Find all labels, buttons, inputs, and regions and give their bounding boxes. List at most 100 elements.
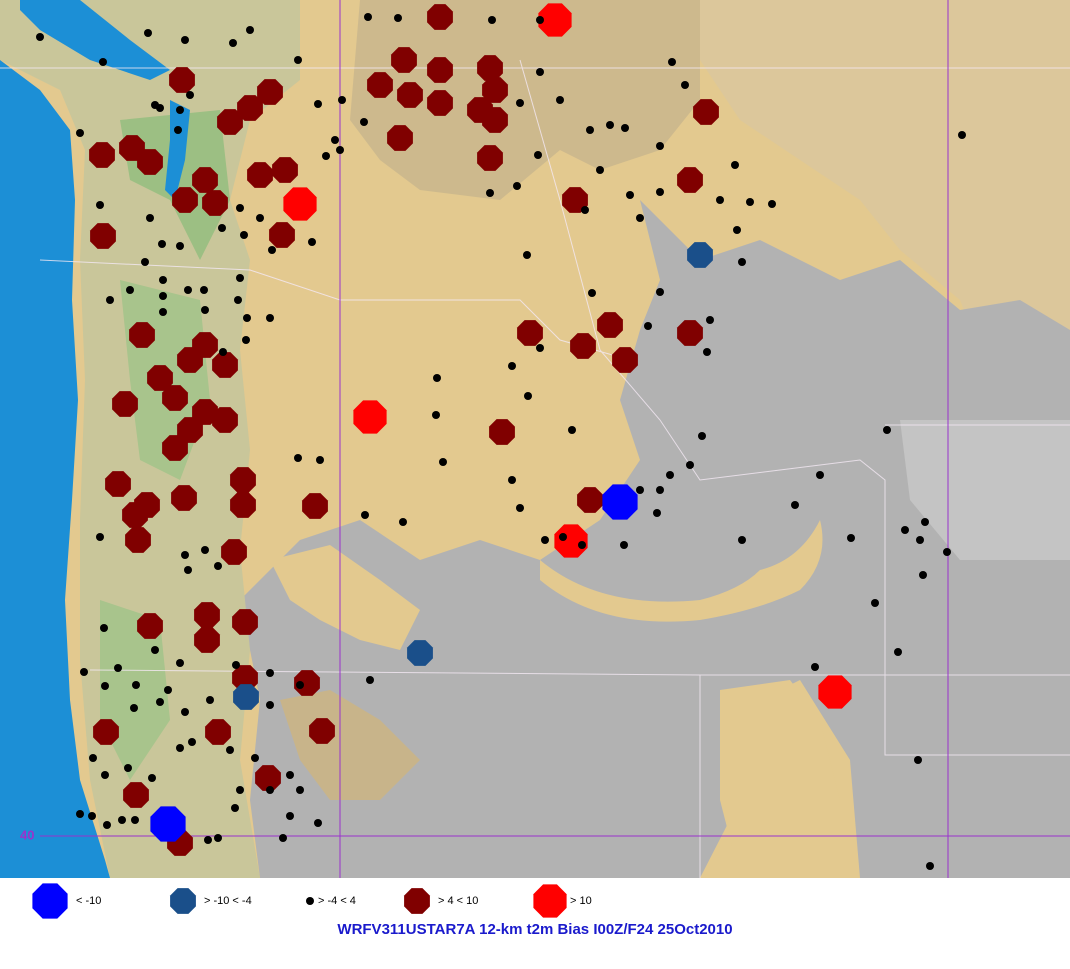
station-marker <box>716 196 724 204</box>
station-marker <box>666 471 674 479</box>
station-marker <box>221 539 247 565</box>
station-marker <box>364 13 372 21</box>
station-marker <box>205 719 231 745</box>
station-marker <box>698 432 706 440</box>
station-marker <box>677 167 703 193</box>
station-marker <box>596 166 604 174</box>
legend-symbol <box>170 888 196 914</box>
station-marker <box>231 804 239 812</box>
station-marker <box>146 214 154 222</box>
station-marker <box>242 336 250 344</box>
station-marker <box>194 602 220 628</box>
station-marker <box>229 39 237 47</box>
station-marker <box>536 344 544 352</box>
station-marker <box>656 486 664 494</box>
station-marker <box>272 157 298 183</box>
station-marker <box>636 486 644 494</box>
station-marker <box>219 348 227 356</box>
station-marker <box>322 152 330 160</box>
station-marker <box>681 81 689 89</box>
station-marker <box>486 189 494 197</box>
station-marker <box>125 527 151 553</box>
station-marker <box>172 187 198 213</box>
station-marker <box>176 242 184 250</box>
station-marker <box>534 151 542 159</box>
station-marker <box>768 200 776 208</box>
station-marker <box>360 118 368 126</box>
station-marker <box>686 461 694 469</box>
station-marker <box>958 131 966 139</box>
station-marker <box>141 258 149 266</box>
station-marker <box>240 231 248 239</box>
station-marker <box>919 571 927 579</box>
legend-symbol <box>32 883 68 919</box>
station-marker <box>103 821 111 829</box>
station-marker <box>597 312 623 338</box>
station-marker <box>733 226 741 234</box>
station-marker <box>100 624 108 632</box>
station-marker <box>541 536 549 544</box>
station-marker <box>269 222 295 248</box>
station-marker <box>201 546 209 554</box>
station-marker <box>677 320 703 346</box>
station-marker <box>101 682 109 690</box>
station-marker <box>171 485 197 511</box>
station-marker <box>644 322 652 330</box>
station-marker <box>578 541 586 549</box>
station-marker <box>243 314 251 322</box>
station-marker <box>294 454 302 462</box>
station-marker <box>159 276 167 284</box>
station-marker <box>176 744 184 752</box>
station-marker <box>482 107 508 133</box>
station-marker <box>234 296 242 304</box>
station-marker <box>202 190 228 216</box>
station-marker <box>523 251 531 259</box>
station-marker <box>214 562 222 570</box>
station-marker <box>184 566 192 574</box>
station-marker <box>570 333 596 359</box>
station-marker <box>397 82 423 108</box>
station-marker <box>192 167 218 193</box>
station-marker <box>309 718 335 744</box>
station-marker <box>656 288 664 296</box>
station-marker <box>538 3 572 37</box>
station-marker <box>188 738 196 746</box>
station-marker <box>612 347 638 373</box>
station-marker <box>256 214 264 222</box>
station-marker <box>184 286 192 294</box>
station-marker <box>489 419 515 445</box>
station-marker <box>791 501 799 509</box>
station-marker <box>148 774 156 782</box>
station-marker <box>162 385 188 411</box>
station-marker <box>214 834 222 842</box>
station-marker <box>124 764 132 772</box>
station-marker <box>144 29 152 37</box>
station-marker <box>477 55 503 81</box>
station-marker <box>366 676 374 684</box>
station-marker <box>96 533 104 541</box>
station-marker <box>230 492 256 518</box>
legend-symbol <box>404 888 430 914</box>
station-marker <box>508 362 516 370</box>
station-marker <box>621 124 629 132</box>
station-marker <box>588 289 596 297</box>
station-marker <box>236 786 244 794</box>
station-marker <box>247 162 273 188</box>
station-marker <box>36 33 44 41</box>
station-marker <box>399 518 407 526</box>
station-marker <box>266 314 274 322</box>
station-marker <box>105 471 131 497</box>
station-marker <box>738 258 746 266</box>
station-marker <box>336 146 344 154</box>
station-marker <box>122 502 148 528</box>
station-marker <box>192 332 218 358</box>
station-marker <box>194 627 220 653</box>
station-marker <box>131 816 139 824</box>
station-marker <box>93 719 119 745</box>
station-marker <box>251 754 259 762</box>
station-marker <box>201 306 209 314</box>
station-marker <box>217 109 243 135</box>
station-marker <box>353 400 387 434</box>
station-marker <box>926 862 934 870</box>
station-marker <box>427 4 453 30</box>
